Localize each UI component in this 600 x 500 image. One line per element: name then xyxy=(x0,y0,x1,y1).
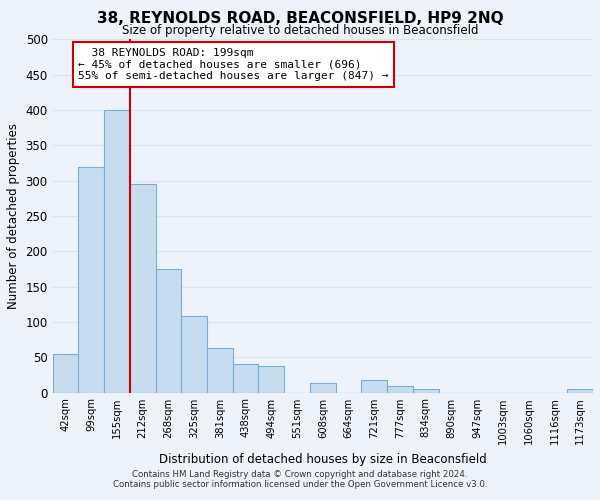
Bar xyxy=(310,384,336,392)
Bar xyxy=(568,389,593,392)
Bar xyxy=(387,386,413,392)
Bar xyxy=(207,348,233,393)
Text: Size of property relative to detached houses in Beaconsfield: Size of property relative to detached ho… xyxy=(122,24,478,37)
X-axis label: Distribution of detached houses by size in Beaconsfield: Distribution of detached houses by size … xyxy=(159,452,487,466)
Bar xyxy=(155,269,181,392)
Bar xyxy=(259,366,284,392)
Y-axis label: Number of detached properties: Number of detached properties xyxy=(7,123,20,309)
Bar xyxy=(79,166,104,392)
Bar xyxy=(53,354,79,393)
Bar xyxy=(181,316,207,392)
Bar xyxy=(361,380,387,392)
Bar xyxy=(413,389,439,392)
Text: Contains HM Land Registry data © Crown copyright and database right 2024.
Contai: Contains HM Land Registry data © Crown c… xyxy=(113,470,487,489)
Text: 38, REYNOLDS ROAD, BEACONSFIELD, HP9 2NQ: 38, REYNOLDS ROAD, BEACONSFIELD, HP9 2NQ xyxy=(97,11,503,26)
Bar xyxy=(233,364,259,392)
Bar xyxy=(130,184,155,392)
Text: 38 REYNOLDS ROAD: 199sqm
← 45% of detached houses are smaller (696)
55% of semi-: 38 REYNOLDS ROAD: 199sqm ← 45% of detach… xyxy=(79,48,389,81)
Bar xyxy=(104,110,130,393)
